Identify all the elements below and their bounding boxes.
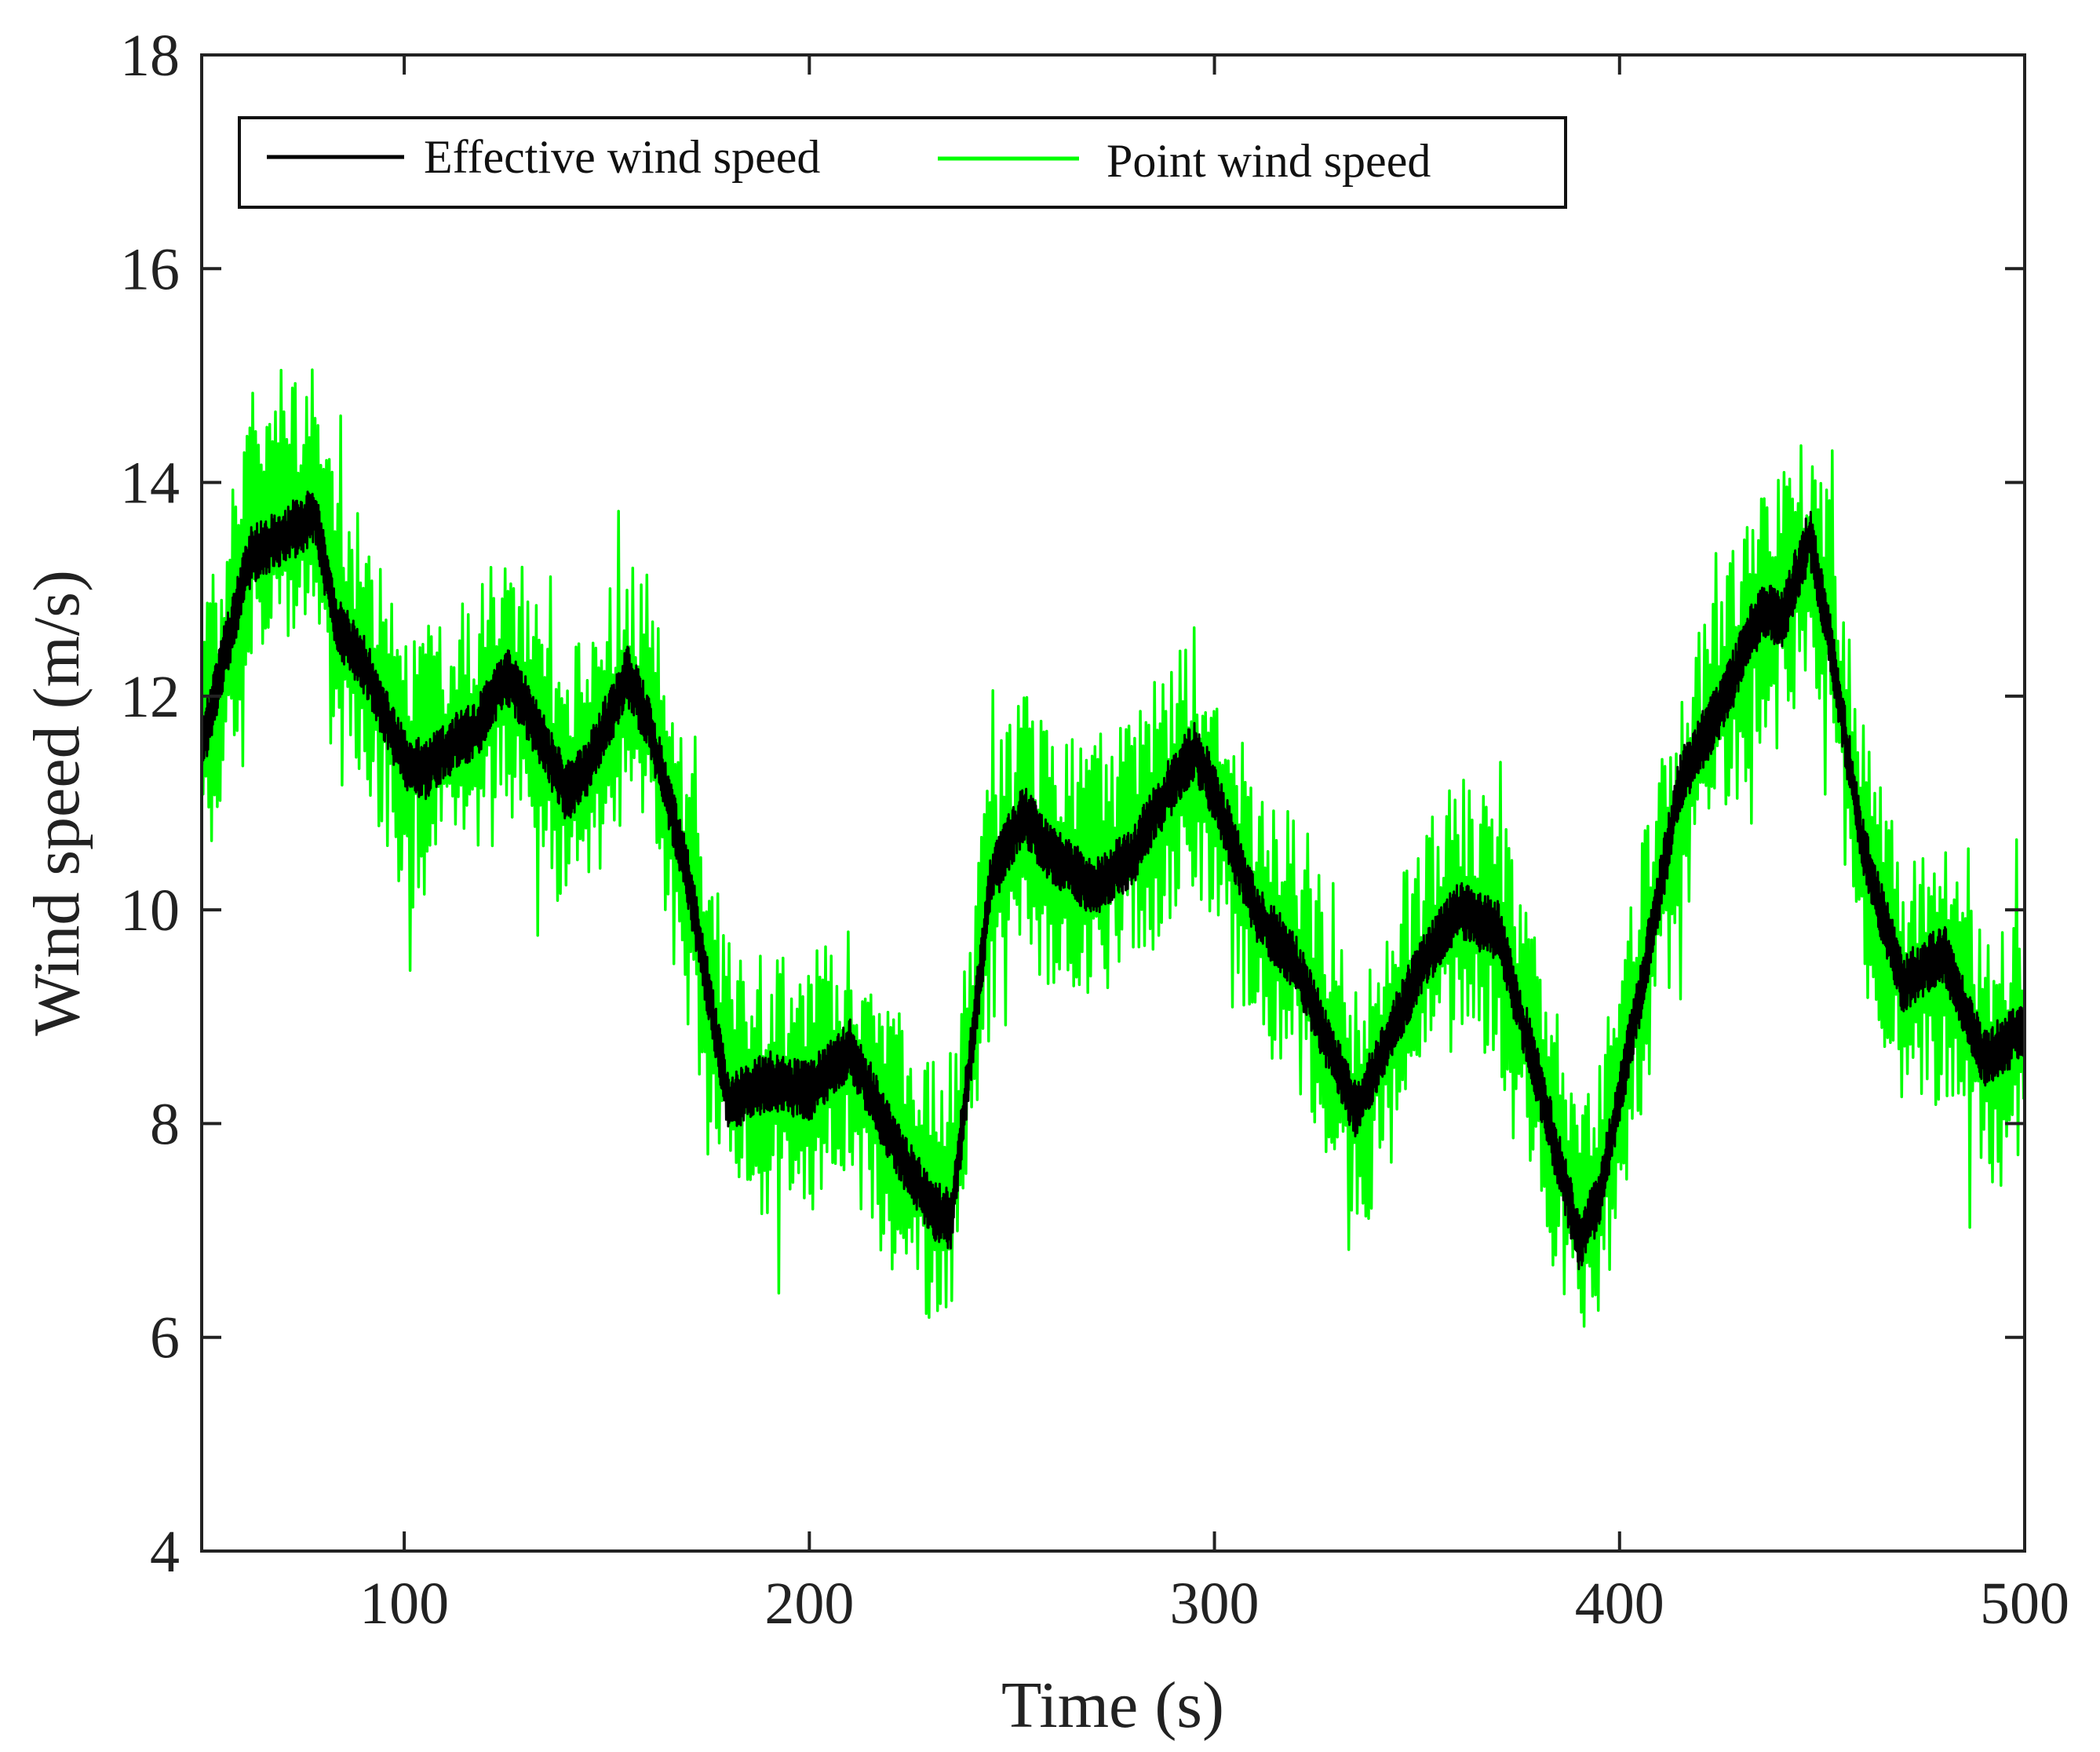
y-tick-label: 4	[150, 1519, 180, 1585]
x-tick-label: 500	[1980, 1571, 2069, 1637]
legend-box	[238, 116, 1567, 209]
x-axis-title: Time (s)	[1001, 1669, 1224, 1742]
y-tick-label: 8	[150, 1091, 180, 1157]
tick-layer: 100 200 300 400 500 4 6 8 10 12 14 16 18	[120, 23, 2069, 1637]
plot-frame	[200, 53, 2026, 1553]
y-tick-label: 16	[120, 236, 180, 302]
y-tick-label: 18	[120, 23, 180, 89]
x-tick-label: 100	[359, 1571, 449, 1637]
series-line-effective-wind-speed	[200, 491, 2026, 1271]
y-axis-title: Wind speed (m/s)	[20, 570, 93, 1036]
legend-label-effective: Effective wind speed	[424, 131, 820, 183]
legend: Effective wind speed Point wind speed	[238, 116, 1567, 209]
x-tick-label: 300	[1170, 1571, 1260, 1637]
y-tick-label: 6	[150, 1305, 180, 1371]
x-tick-label: 400	[1575, 1571, 1664, 1637]
y-tick-label: 10	[120, 878, 180, 944]
y-tick-label: 14	[120, 451, 180, 516]
y-tick-label: 12	[120, 664, 180, 730]
series-layer	[200, 368, 2026, 1328]
x-tick-label: 200	[764, 1571, 854, 1637]
legend-label-point: Point wind speed	[1107, 135, 1431, 187]
